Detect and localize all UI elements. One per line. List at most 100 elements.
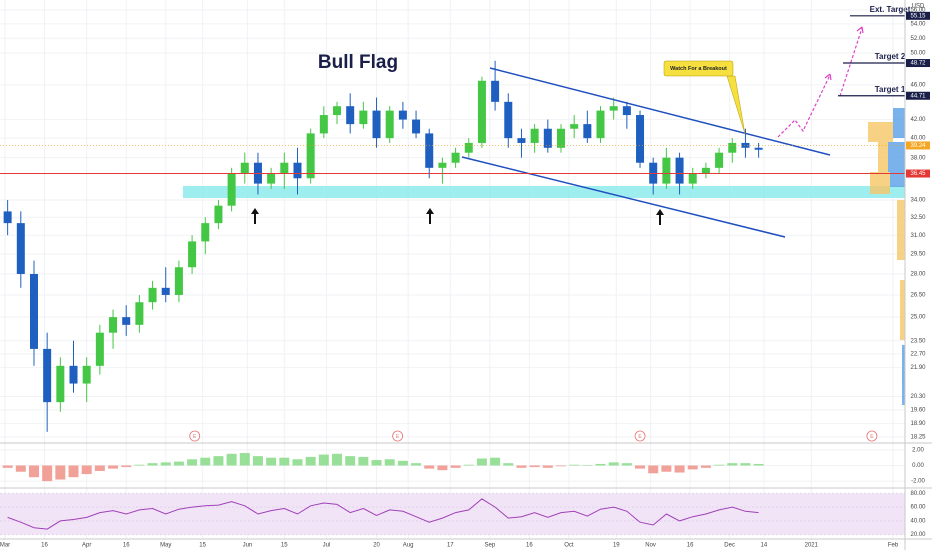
candle-body — [741, 142, 750, 148]
currency: USD — [912, 4, 925, 10]
projection-heads — [824, 26, 864, 81]
y-tick-label: 18.90 — [910, 421, 926, 427]
macd-bar — [437, 465, 448, 471]
y-tick-label: 52.00 — [910, 36, 926, 42]
macd-bar — [411, 463, 422, 466]
macd-bar — [305, 456, 316, 466]
macd-bar — [753, 463, 764, 466]
macd-bar — [424, 465, 435, 469]
macd-bar — [239, 453, 250, 466]
macd-bar — [134, 464, 145, 466]
y-tick-label: 38.00 — [910, 155, 926, 161]
support-label: 36.45 — [910, 171, 926, 177]
candle-body — [543, 128, 552, 148]
y-tick-label: 25.00 — [910, 315, 926, 321]
target-name: Target 1 — [875, 85, 906, 94]
candle-body — [359, 110, 368, 125]
x-tick-label: Oct — [564, 543, 574, 549]
profile-bar — [868, 122, 893, 142]
profile-bar — [888, 142, 905, 187]
note-box — [663, 60, 734, 77]
candle-body — [556, 128, 565, 148]
x-tick-label: 16 — [123, 543, 130, 549]
macd-bar — [55, 465, 66, 480]
candle-body — [69, 365, 78, 384]
macd-bar — [200, 457, 211, 466]
candle-body — [491, 80, 500, 102]
macd-bar — [187, 459, 198, 466]
candle-body — [56, 365, 65, 403]
profile-bar — [897, 200, 905, 260]
x-tick-label: 2021 — [805, 543, 819, 549]
last-price-bg — [906, 141, 930, 150]
macd-bar — [582, 465, 593, 466]
macd-tick-label: 0.00 — [912, 463, 924, 469]
candle-body — [82, 365, 91, 384]
y-tick-label: 42.00 — [910, 117, 926, 123]
channel-upper — [489, 67, 831, 156]
y-tick-label: 21.90 — [910, 365, 926, 371]
macd-bar — [490, 457, 501, 466]
candle-body — [412, 119, 421, 134]
earnings-label: E — [193, 434, 197, 440]
x-tick-label: Jul — [323, 543, 331, 549]
y-tick-label: 32.50 — [910, 215, 926, 221]
x-tick-label: Apr — [82, 543, 91, 549]
candle-body — [16, 223, 25, 274]
last-price-label: 39.24 — [910, 143, 926, 149]
macd-bar — [28, 465, 39, 478]
earnings-marker — [392, 430, 404, 442]
candle-body — [346, 106, 355, 125]
candle-body — [29, 273, 38, 349]
macd-bar — [213, 456, 224, 466]
y-tick-label: 20.30 — [910, 394, 926, 400]
earnings-label: E — [396, 434, 400, 440]
earnings-marker — [634, 430, 646, 442]
macd-bar — [345, 456, 356, 466]
candle-body — [517, 138, 526, 143]
candle-body — [504, 101, 513, 139]
candle-body — [306, 133, 315, 179]
x-tick-label: Feb — [888, 543, 899, 549]
candle-body — [675, 157, 684, 184]
macd-bar — [476, 458, 487, 466]
channel-lower — [461, 156, 786, 238]
x-tick-label: Mar — [0, 543, 10, 549]
candle-body — [201, 223, 210, 242]
macd-bar — [621, 463, 632, 466]
y-tick-label: 23.50 — [910, 338, 926, 344]
macd-bar — [332, 453, 343, 466]
target-name: Target 2 — [875, 52, 906, 61]
candle-body — [135, 302, 144, 325]
macd-bar — [727, 463, 738, 466]
candle-body — [530, 128, 539, 143]
macd-bar — [700, 465, 711, 468]
y-tick-label: 50.00 — [910, 51, 926, 57]
x-tick-label: 15 — [281, 543, 288, 549]
y-tick-label: 28.00 — [910, 272, 926, 278]
macd-bar — [384, 459, 395, 466]
y-tick-label: 54.00 — [910, 21, 926, 27]
x-tick-label: 17 — [447, 543, 454, 549]
macd-bar — [252, 456, 263, 466]
target-label: 44.71 — [910, 93, 926, 99]
earnings-label: E — [870, 434, 874, 440]
rsi-tick-label: 80.00 — [910, 491, 926, 497]
candle-body — [715, 152, 724, 168]
y-tick-label: 19.60 — [910, 407, 926, 413]
candle-body — [583, 124, 592, 139]
macd-bar — [15, 465, 26, 472]
macd-bar — [687, 465, 698, 470]
macd-bar — [173, 461, 184, 466]
macd-bar — [279, 457, 290, 466]
up-arrow — [656, 209, 664, 225]
candle-body — [701, 167, 710, 174]
candle-body — [161, 287, 170, 295]
macd-bar — [450, 465, 461, 468]
x-tick-label: Nov — [645, 543, 656, 549]
x-tick-label: 20 — [373, 543, 380, 549]
candle-body — [438, 162, 447, 168]
arrows — [251, 208, 664, 225]
y-tick-label: 31.00 — [910, 233, 926, 239]
